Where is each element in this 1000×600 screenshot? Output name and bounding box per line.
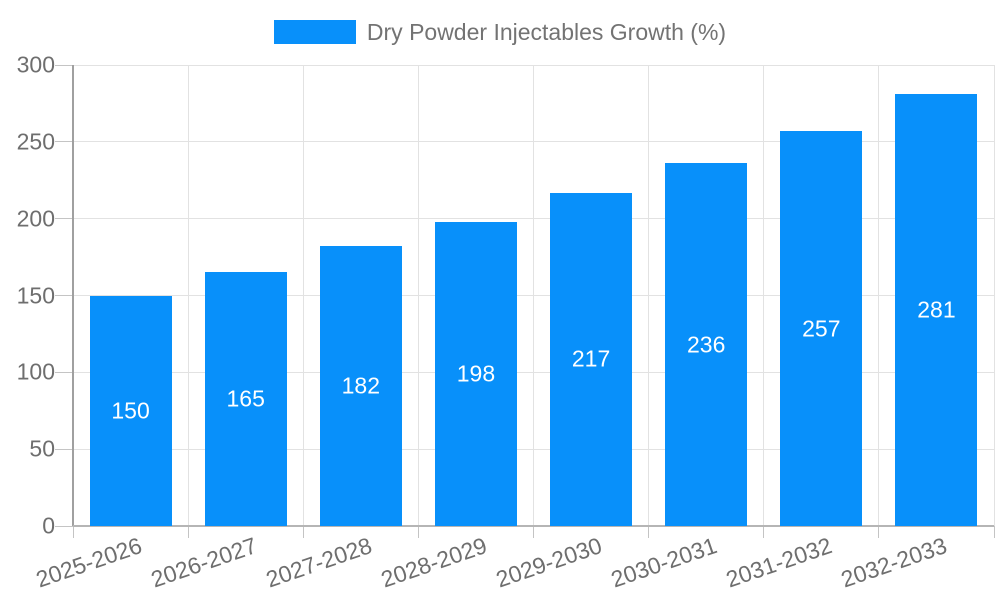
y-axis-tick xyxy=(55,371,73,373)
bar-value-label: 182 xyxy=(341,372,380,399)
y-axis-tick xyxy=(55,141,73,143)
x-axis-tick xyxy=(72,526,74,538)
bar-2032-2033[interactable] xyxy=(895,94,978,526)
bar-value-label: 257 xyxy=(802,315,841,342)
x-axis-line xyxy=(73,525,994,527)
bar-2026-2027[interactable] xyxy=(204,272,287,526)
bar-value-label: 198 xyxy=(456,360,496,387)
x-axis-label: 2029-2030 xyxy=(492,532,606,593)
y-axis-tick xyxy=(55,64,73,66)
x-axis-tick xyxy=(993,526,995,538)
bar-value-label: 150 xyxy=(111,397,150,424)
bar-2029-2030[interactable] xyxy=(550,192,633,526)
x-axis-tick xyxy=(533,526,534,538)
y-axis-label: 300 xyxy=(16,51,55,78)
bar-2027-2028[interactable] xyxy=(319,246,402,526)
x-gridline xyxy=(993,65,995,526)
x-gridline xyxy=(533,65,534,526)
y-axis-label: 0 xyxy=(42,512,55,539)
bar-2025-2026[interactable] xyxy=(89,295,172,526)
x-axis-label: 2027-2028 xyxy=(262,532,375,593)
y-axis-label: 200 xyxy=(16,205,55,232)
y-axis-label: 150 xyxy=(16,282,55,308)
x-axis-tick xyxy=(763,526,765,538)
x-axis-label: 2025-2026 xyxy=(32,532,145,593)
x-axis-tick xyxy=(648,526,650,538)
x-axis-tick xyxy=(878,526,880,538)
x-gridline xyxy=(878,65,880,526)
y-axis-tick xyxy=(55,295,73,296)
bar-value-label: 236 xyxy=(687,331,726,358)
x-gridline xyxy=(648,65,650,526)
bar-value-label: 165 xyxy=(226,385,265,412)
x-axis-label: 2032-2033 xyxy=(838,532,951,593)
x-axis-tick xyxy=(417,526,419,538)
y-axis-label: 100 xyxy=(16,358,55,385)
x-gridline xyxy=(302,65,304,526)
x-gridline xyxy=(417,65,419,526)
bar-2031-2032[interactable] xyxy=(780,131,863,526)
bar-value-label: 281 xyxy=(917,296,956,323)
bar-2028-2029[interactable] xyxy=(434,221,517,526)
y-axis-line xyxy=(72,65,74,526)
legend-swatch xyxy=(273,20,356,44)
x-axis-tick xyxy=(302,526,304,538)
bar-2030-2031[interactable] xyxy=(665,163,748,526)
x-axis-tick xyxy=(187,526,189,538)
x-axis-label: 2031-2032 xyxy=(722,532,836,593)
x-gridline xyxy=(763,65,765,526)
legend-label: Dry Powder Injectables Growth (%) xyxy=(366,18,727,45)
y-axis-label: 250 xyxy=(16,128,55,155)
x-axis-label: 2028-2029 xyxy=(377,532,491,593)
bar-value-label: 217 xyxy=(571,345,611,372)
x-axis-label: 2026-2027 xyxy=(147,532,260,593)
y-axis-tick xyxy=(55,525,73,527)
y-axis-tick xyxy=(55,448,73,450)
x-axis-label: 2030-2031 xyxy=(607,532,721,593)
y-axis-label: 50 xyxy=(29,435,55,462)
chart-legend[interactable]: Dry Powder Injectables Growth (%) xyxy=(0,19,1000,45)
x-gridline xyxy=(187,65,189,526)
y-axis-tick xyxy=(55,218,73,220)
